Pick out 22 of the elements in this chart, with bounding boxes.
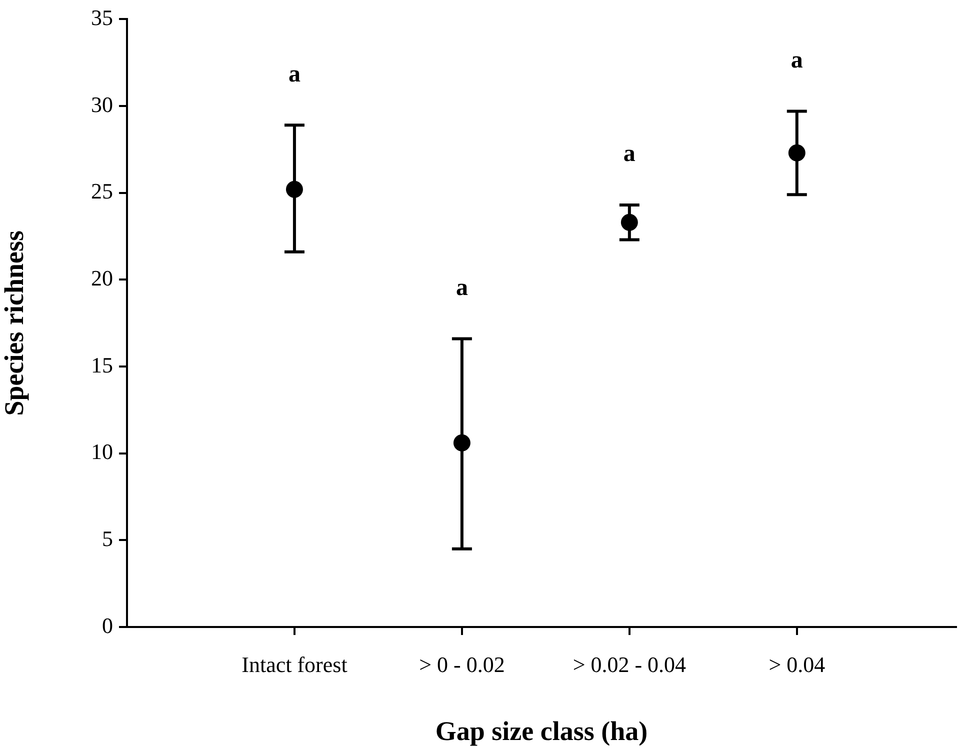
annotation: a [790, 47, 803, 74]
y-axis-title: Species richness [0, 230, 30, 416]
point [620, 214, 638, 231]
point [453, 434, 470, 452]
x-tick-label: Intact forest [242, 652, 348, 677]
y-tick-label: 5 [102, 526, 113, 551]
x-tick-label: > 0.02 - 0.04 [572, 652, 686, 677]
y-tick-label: 30 [91, 92, 113, 117]
y-tick-label: 25 [91, 178, 113, 204]
x-axis-title: Gap size class (ha) [435, 716, 648, 746]
x-tick-label: > 0.04 [768, 652, 826, 677]
y-tick-label: 20 [91, 265, 113, 290]
y-tick-label: 15 [91, 352, 113, 378]
y-tick-label: 10 [91, 439, 113, 464]
y-tick-label: 35 [91, 4, 113, 30]
annotation: a [288, 61, 300, 88]
point [788, 144, 806, 162]
annotation: a [456, 274, 468, 301]
annotation: a [623, 141, 636, 168]
x-tick-label: > 0 - 0.02 [419, 652, 505, 677]
point [286, 180, 303, 198]
y-tick-label: 0 [102, 612, 113, 638]
